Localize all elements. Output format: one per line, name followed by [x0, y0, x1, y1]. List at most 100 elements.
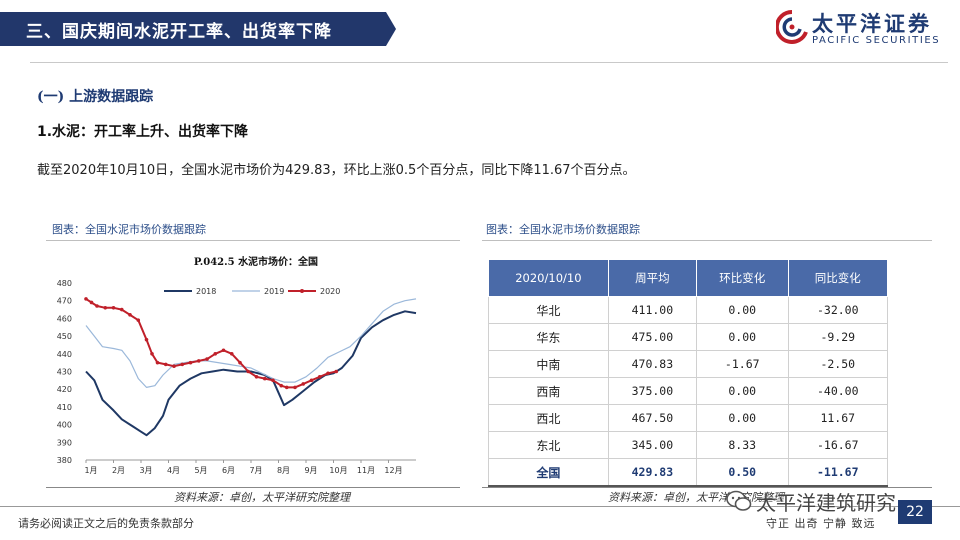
- series-line-2020: [85, 298, 337, 389]
- data-point: [205, 357, 209, 361]
- data-point: [284, 385, 289, 390]
- x-tick-label: 6月: [222, 466, 235, 475]
- disclaimer: 请务必阅读正文之后的免责条款部分: [18, 517, 194, 530]
- chart-caption: 图表：全国水泥市场价数据跟踪: [52, 223, 206, 236]
- x-tick-label: 3月: [139, 466, 152, 475]
- table-row: 华北 411.00 0.00 -32.00: [488, 296, 888, 324]
- data-point: [180, 362, 185, 367]
- value-cell: 0.00: [696, 323, 789, 351]
- x-tick-label: 8月: [277, 466, 290, 475]
- value-cell: 475.00: [608, 323, 697, 351]
- value-cell: -11.67: [788, 458, 888, 487]
- data-point: [95, 304, 99, 308]
- y-tick-label: 450: [57, 332, 72, 341]
- value-cell: 0.00: [696, 404, 789, 432]
- value-cell: -40.00: [788, 377, 888, 405]
- value-cell: 8.33: [696, 431, 789, 459]
- page-number: 22: [898, 500, 932, 524]
- table-row: 华东 475.00 0.00 -9.29: [488, 323, 888, 351]
- table-header-wow-change: 环比变化: [695, 259, 789, 297]
- chart-source: 资料来源：卓创，太平洋研究院整理: [174, 491, 350, 504]
- x-tick-label: 2月: [112, 466, 125, 475]
- y-tick-label: 400: [57, 421, 72, 430]
- table-row: 西北 467.50 0.00 11.67: [488, 404, 888, 432]
- data-point: [144, 337, 149, 342]
- value-cell: -1.67: [696, 350, 789, 378]
- table-header-weekly-avg: 周平均: [607, 259, 697, 297]
- logo-text-en: PACIFIC SECURITIES: [812, 35, 941, 46]
- value-cell: -2.50: [788, 350, 888, 378]
- data-point: [136, 318, 141, 322]
- legend-label: 2018: [196, 287, 216, 296]
- y-tick-label: 470: [57, 297, 72, 306]
- table-row: 东北 345.00 8.33 -16.67: [488, 431, 888, 459]
- value-cell: 0.00: [696, 377, 789, 405]
- data-point: [150, 352, 154, 356]
- data-point: [279, 383, 284, 388]
- legend-marker: [300, 289, 304, 293]
- y-tick-label: 390: [57, 438, 72, 447]
- region-cell: 西北: [488, 404, 609, 432]
- y-tick-label: 440: [57, 350, 72, 359]
- x-tick-label: 10月: [329, 466, 347, 475]
- section-subheading: 1.水泥：开工率上升、出货率下降: [37, 124, 249, 140]
- data-point: [155, 360, 160, 365]
- data-point: [326, 371, 330, 376]
- data-point: [128, 313, 132, 317]
- company-motto: 守正 出奇 宁静 致远: [766, 517, 876, 530]
- data-point: [309, 378, 314, 383]
- table-header-date: 2020/10/10: [488, 259, 609, 297]
- data-point: [254, 375, 259, 379]
- data-point: [111, 305, 116, 310]
- value-cell: 467.50: [608, 404, 697, 432]
- value-cell: 11.67: [788, 404, 888, 432]
- series-line-2019: [85, 298, 417, 388]
- x-tick-label: 4月: [167, 466, 180, 475]
- y-tick-label: 480: [57, 279, 72, 288]
- y-tick-label: 380: [57, 456, 72, 465]
- table-row: 西南 375.00 0.00 -40.00: [488, 377, 888, 405]
- value-cell: 0.50: [696, 458, 789, 487]
- x-tick-label: 7月: [249, 466, 262, 475]
- watermark-text: 太平洋建筑研究: [756, 490, 896, 515]
- wechat-icon: [726, 490, 752, 511]
- data-point: [238, 360, 242, 365]
- data-point: [262, 376, 267, 381]
- table-total-row: 全国 429.83 0.50 -11.67: [488, 458, 888, 487]
- data-point: [103, 305, 108, 310]
- data-point: [334, 369, 339, 374]
- y-tick-label: 420: [57, 385, 72, 394]
- value-cell: 345.00: [608, 431, 697, 459]
- data-point: [119, 307, 124, 312]
- section-heading: (一) 上游数据跟踪: [37, 89, 154, 105]
- page-title: 三、国庆期间水泥开工率、出货率下降: [26, 22, 332, 42]
- value-cell: -32.00: [788, 296, 888, 324]
- x-tick-label: 1月: [84, 466, 97, 475]
- table-caption-divider: [482, 240, 932, 241]
- x-tick-label: 9月: [304, 466, 317, 475]
- data-point: [246, 369, 251, 374]
- price-table: 2020/10/10 周平均 环比变化 同比变化 华北 411.00 0.00 -32…: [488, 259, 888, 487]
- data-point: [301, 382, 306, 386]
- data-point: [172, 364, 176, 368]
- data-point: [229, 352, 234, 356]
- line-chart: P.042.5 水泥市场价：全国 2018 2019 2020 380 390 400 4…: [57, 255, 417, 475]
- series-line-2018: [85, 310, 417, 437]
- x-tick-label: 5月: [194, 466, 207, 475]
- chart-title: P.042.5 水泥市场价：全国: [194, 255, 318, 268]
- data-point: [271, 378, 275, 383]
- chart-caption-divider: [46, 240, 460, 241]
- watermark: 太平洋建筑研究: [726, 486, 896, 516]
- data-point: [293, 385, 297, 390]
- y-tick-label: 410: [57, 403, 72, 412]
- region-cell: 华北: [488, 296, 609, 324]
- table-header-yoy-change: 同比变化: [787, 259, 888, 297]
- footer-divider: [0, 506, 960, 507]
- value-cell: 375.00: [608, 377, 697, 405]
- region-cell: 全国: [488, 458, 609, 487]
- value-cell: -16.67: [788, 431, 888, 459]
- value-cell: 429.83: [608, 458, 697, 487]
- price-chart: P.042.5 水泥市场价：全国 2018 2019 2020 380 390 400 4…: [46, 248, 460, 488]
- table-header-row: 2020/10/10 周平均 环比变化 同比变化: [488, 259, 888, 297]
- value-cell: -9.29: [788, 323, 888, 351]
